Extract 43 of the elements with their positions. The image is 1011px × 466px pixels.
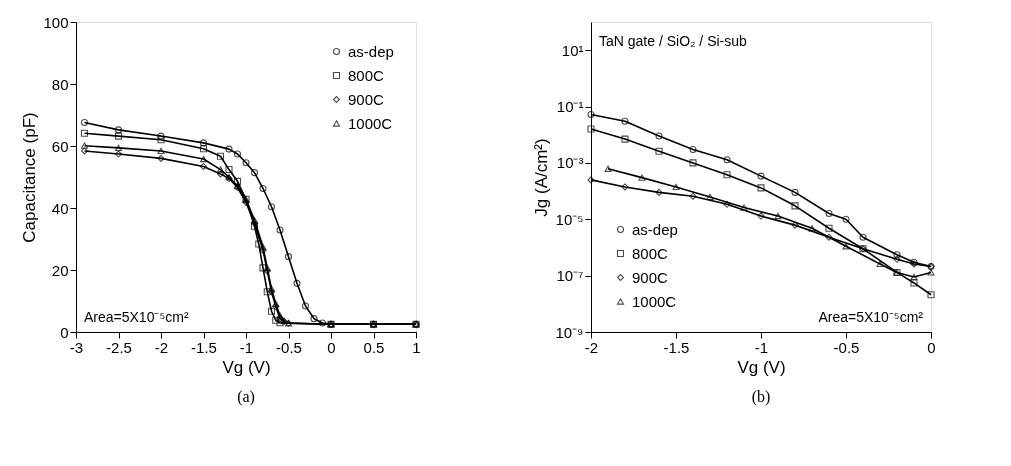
legend-label: 1000C	[632, 292, 677, 310]
annotation: TaN gate / SiO₂ / Si-sub	[599, 33, 748, 49]
legend-label: 900C	[632, 268, 669, 286]
annotation: Area=5X10⁻⁵cm²	[818, 309, 924, 325]
legend-label: 900C	[348, 90, 385, 108]
y-tick-label: 60	[51, 137, 69, 155]
text: (a)	[237, 388, 255, 406]
x-tick-label: 0.5	[363, 338, 385, 356]
y-tick-label: 20	[51, 261, 69, 279]
y-axis-title: Capacitance (pF)	[20, 112, 40, 243]
x-tick-label: -3	[69, 338, 84, 356]
y-tick-label: 10⁻⁹	[555, 323, 584, 341]
x-tick-label: -2.5	[106, 338, 132, 356]
x-tick-label: -1	[754, 338, 769, 356]
x-tick-label: -0.5	[276, 338, 302, 356]
x-tick-label: -2	[154, 338, 169, 356]
y-tick-label: 10⁻⁵	[555, 210, 584, 228]
text: (b)	[751, 388, 771, 406]
x-tick-label: -1.5	[663, 338, 690, 356]
x-tick-label: 1	[412, 338, 421, 356]
legend-label: 800C	[348, 66, 385, 84]
y-tick-label: 10⁻¹	[556, 98, 584, 116]
y-axis-title: Jg (A/cm²)	[532, 138, 552, 217]
legend-label: as-dep	[348, 42, 394, 60]
legend-label: as-dep	[632, 220, 678, 238]
x-axis-title: Vg (V)	[222, 357, 271, 377]
y-tick-label: 0	[60, 323, 69, 341]
x-tick-label: -1	[239, 338, 254, 356]
y-tick-label: 100	[43, 13, 69, 31]
y-tick-label: 80	[51, 75, 69, 93]
x-tick-label: -1.5	[191, 338, 217, 356]
x-tick-label: 0	[327, 338, 336, 356]
y-tick-label: 10⁻³	[556, 154, 584, 172]
legend-label: 1000C	[348, 114, 393, 132]
x-tick-label: -0.5	[833, 338, 860, 356]
annotation: Area=5X10⁻⁵cm²	[84, 309, 189, 325]
y-tick-label: 40	[51, 199, 69, 217]
x-tick-label: -2	[584, 338, 599, 356]
legend-label: 800C	[632, 244, 669, 262]
y-tick-label: 10¹	[561, 41, 584, 59]
y-tick-label: 10⁻⁷	[556, 267, 584, 285]
x-tick-label: 0	[927, 338, 936, 356]
x-axis-title: Vg (V)	[737, 357, 786, 377]
